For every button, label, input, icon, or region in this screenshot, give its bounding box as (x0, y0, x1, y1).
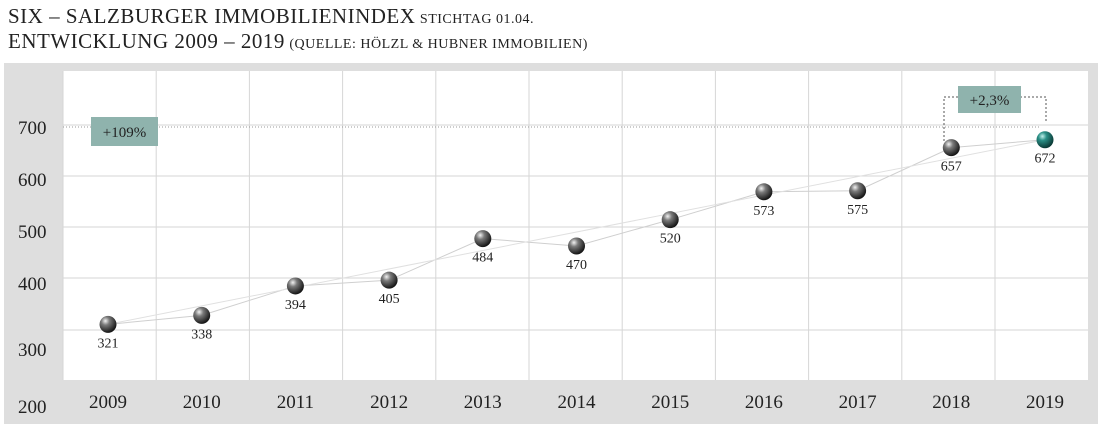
data-label: 470 (566, 258, 587, 273)
data-point (849, 182, 867, 200)
data-point-highlight (1036, 131, 1054, 149)
annotation-label-109: +109% (103, 125, 146, 141)
y-tick-label: 300 (18, 340, 47, 361)
data-labels: 321 338 394 405 484 470 520 573 575 657 672 (98, 152, 1056, 352)
x-tick-label: 2016 (745, 392, 783, 413)
x-tick-label: 2015 (651, 392, 689, 413)
chart-subtitle-main: ENTWICKLUNG 2009 – 2019 (8, 29, 285, 53)
data-point (942, 139, 960, 157)
x-tick-label: 2013 (464, 392, 502, 413)
data-label: 573 (753, 204, 774, 219)
y-tick-label: 700 (18, 118, 47, 139)
data-point (99, 315, 117, 333)
annotation-box-109 (91, 117, 158, 146)
x-tick-label: 2014 (558, 392, 597, 413)
y-axis-ticks: 700 600 500 400 300 200 (18, 118, 47, 418)
x-tick-label: 2018 (932, 392, 970, 413)
chart-subtitle: ENTWICKLUNG 2009 – 2019 (QUELLE: HÖLZL &… (8, 29, 588, 54)
data-point (474, 230, 492, 248)
data-point (755, 183, 773, 201)
y-tick-label: 600 (18, 170, 47, 191)
y-tick-label: 200 (18, 397, 47, 418)
data-label: 520 (660, 232, 681, 247)
y-tick-label: 500 (18, 222, 47, 243)
x-tick-label: 2019 (1026, 392, 1064, 413)
annotation-box-23 (958, 86, 1021, 113)
data-label: 657 (941, 160, 962, 175)
chart-title-date: STICHTAG 01.04. (419, 12, 535, 27)
chart-subtitle-source: (QUELLE: HÖLZL & HUBNER IMMOBILIEN) (289, 37, 588, 52)
trend-line (107, 139, 1046, 325)
data-label: 338 (191, 327, 212, 342)
x-tick-label: 2017 (839, 392, 877, 413)
chart-title-main: SIX – SALZBURGER IMMOBILIENINDEX (8, 4, 416, 28)
data-point (568, 237, 585, 255)
data-point (380, 271, 398, 289)
x-tick-label: 2010 (183, 392, 221, 413)
annotations: +109% +2,3% (63, 86, 1047, 146)
annotation-bracket-23 (943, 96, 1047, 141)
data-label: 484 (472, 251, 493, 266)
x-tick-label: 2009 (89, 392, 127, 413)
data-label: 405 (379, 292, 400, 307)
data-point (286, 277, 304, 295)
data-label: 575 (847, 203, 868, 218)
data-points (99, 131, 1054, 333)
grid (62, 71, 1088, 380)
data-label: 394 (285, 298, 306, 313)
data-label: 321 (98, 336, 119, 351)
annotation-label-23: +2,3% (970, 93, 1010, 109)
x-tick-label: 2012 (370, 392, 408, 413)
chart-title: SIX – SALZBURGER IMMOBILIENINDEX STICHTA… (8, 4, 534, 29)
data-point (193, 306, 211, 324)
data-point (661, 211, 679, 229)
data-label: 672 (1035, 152, 1056, 167)
y-tick-label: 400 (18, 274, 47, 295)
x-tick-label: 2011 (277, 392, 314, 413)
x-axis-ticks: 2009 2010 2011 2012 2013 2014 2015 2016 2017 2018… (89, 392, 1064, 413)
plot-area (63, 71, 1088, 380)
